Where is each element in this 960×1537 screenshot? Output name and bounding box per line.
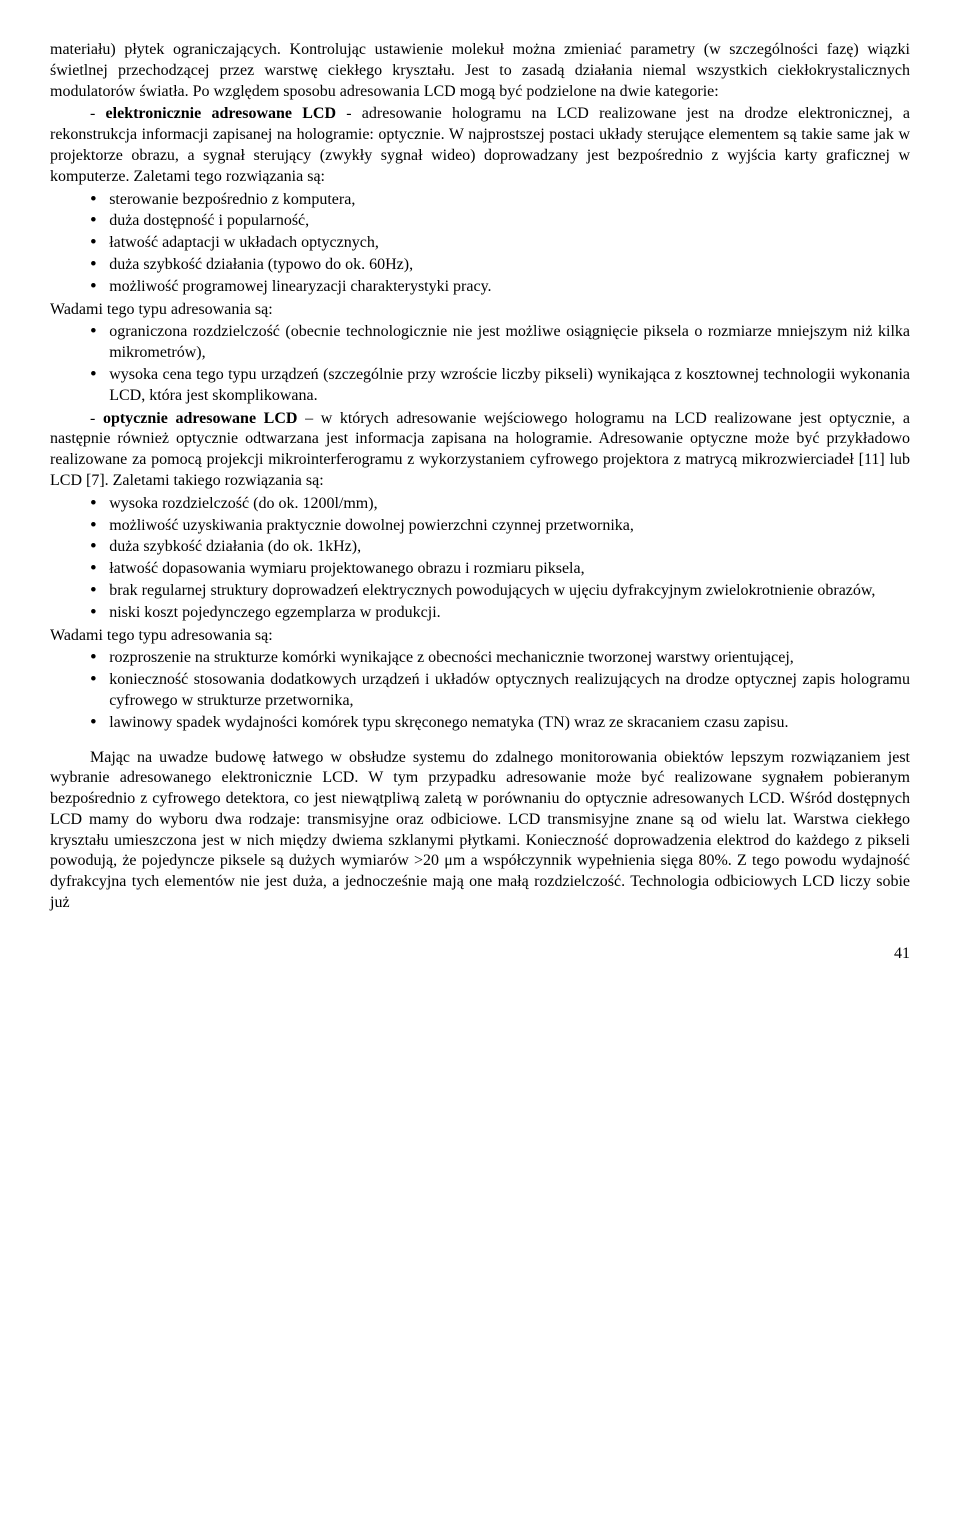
- list-item: łatwość adaptacji w układach optycznych,: [90, 233, 910, 254]
- list-item: lawinowy spadek wydajności komórek typu …: [90, 713, 910, 734]
- list-item: możliwość uzyskiwania praktycznie dowoln…: [90, 516, 910, 537]
- paragraph-optical-lcd: - optycznie adresowane LCD – w których a…: [50, 409, 910, 492]
- list-item: niski koszt pojedynczego egzemplarza w p…: [90, 603, 910, 624]
- list-item: brak regularnej struktury doprowadzeń el…: [90, 581, 910, 602]
- list-item: duża szybkość działania (do ok. 1kHz),: [90, 537, 910, 558]
- list-disadvantages-optical: rozproszenie na strukturze komórki wynik…: [50, 648, 910, 733]
- paragraph-conclusion: Mając na uwadze budowę łatwego w obsłudz…: [50, 748, 910, 914]
- bold-electronic: elektronicznie adresowane LCD: [106, 105, 337, 122]
- paragraph-intro: materiału) płytek ograniczających. Kontr…: [50, 40, 910, 102]
- paragraph-disadvantages-intro-2: Wadami tego typu adresowania są:: [50, 626, 910, 647]
- bold-optical: optycznie adresowane LCD: [103, 410, 298, 427]
- list-item: konieczność stosowania dodatkowych urząd…: [90, 670, 910, 712]
- list-advantages-optical: wysoka rozdzielczość (do ok. 1200l/mm), …: [50, 494, 910, 624]
- dash-pre-2: -: [90, 410, 103, 427]
- list-item: duża szybkość działania (typowo do ok. 6…: [90, 255, 910, 276]
- list-disadvantages-electronic: ograniczona rozdzielczość (obecnie techn…: [50, 322, 910, 406]
- list-item: wysoka cena tego typu urządzeń (szczegól…: [90, 365, 910, 407]
- list-item: rozproszenie na strukturze komórki wynik…: [90, 648, 910, 669]
- page-number: 41: [50, 944, 910, 965]
- list-item: możliwość programowej linearyzacji chara…: [90, 277, 910, 298]
- list-advantages-electronic: sterowanie bezpośrednio z komputera, duż…: [50, 190, 910, 298]
- list-item: sterowanie bezpośrednio z komputera,: [90, 190, 910, 211]
- paragraph-electronic-lcd: - elektronicznie adresowane LCD - adreso…: [50, 104, 910, 187]
- dash-pre: -: [90, 105, 106, 122]
- list-item: duża dostępność i popularność,: [90, 211, 910, 232]
- paragraph-disadvantages-intro-1: Wadami tego typu adresowania są:: [50, 300, 910, 321]
- spacer: [50, 736, 910, 748]
- list-item: łatwość dopasowania wymiaru projektowane…: [90, 559, 910, 580]
- list-item: ograniczona rozdzielczość (obecnie techn…: [90, 322, 910, 364]
- list-item: wysoka rozdzielczość (do ok. 1200l/mm),: [90, 494, 910, 515]
